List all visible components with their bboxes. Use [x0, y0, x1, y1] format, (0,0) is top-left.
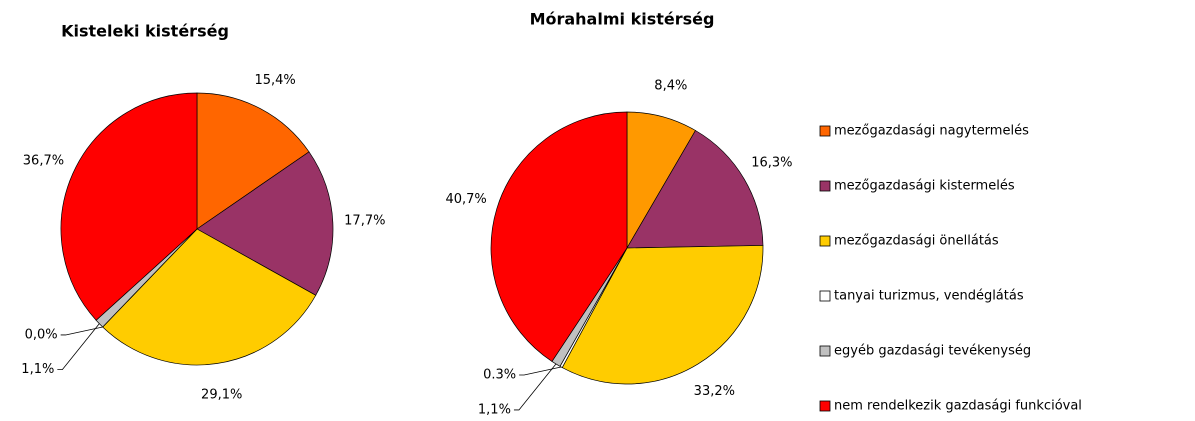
pie-slice	[102, 228, 317, 366]
leader-line	[519, 366, 562, 376]
pie-slice	[196, 151, 334, 296]
pie-slice	[626, 130, 764, 249]
data-label: 15,4%	[254, 73, 295, 88]
data-label: 33,2%	[694, 384, 735, 399]
chart-title: Mórahalmi kistérség	[530, 10, 715, 29]
leader-line	[57, 323, 100, 371]
legend-swatch	[819, 345, 831, 357]
legend-label: egyéb gazdasági tevékenység	[834, 344, 1031, 359]
data-label: 1,1%	[21, 362, 54, 377]
data-label: 29,1%	[201, 388, 242, 403]
legend-swatch	[819, 400, 831, 412]
legend-label: nem rendelkezik gazdasági funkcióval	[834, 399, 1082, 414]
data-label: 8,4%	[654, 78, 687, 93]
leader-line	[513, 363, 557, 411]
data-label: 1,1%	[478, 402, 511, 417]
data-label: 17,7%	[344, 214, 385, 229]
legend-swatch	[819, 125, 831, 137]
legend-label: mezőgazdasági kistermelés	[834, 179, 1015, 194]
legend-swatch	[819, 290, 831, 302]
data-label: 0.3%	[483, 367, 516, 382]
data-label: 36,7%	[23, 153, 64, 168]
legend-label: mezőgazdasági nagytermelés	[834, 124, 1029, 139]
pie-slice	[561, 245, 764, 385]
data-label: 16,3%	[751, 155, 792, 170]
legend-swatch	[819, 180, 831, 192]
chart-title: Kisteleki kistérség	[61, 22, 229, 41]
legend-label: mezőgazdasági önellátás	[834, 234, 999, 249]
legend-swatch	[819, 235, 831, 247]
pie-slice	[196, 92, 310, 230]
data-label: 40,7%	[445, 192, 486, 207]
pie-slice	[490, 111, 628, 362]
pie-slice	[60, 92, 198, 321]
legend-label: tanyai turizmus, vendéglátás	[834, 289, 1024, 304]
leader-line	[60, 326, 103, 336]
data-label: 0,0%	[25, 327, 58, 342]
